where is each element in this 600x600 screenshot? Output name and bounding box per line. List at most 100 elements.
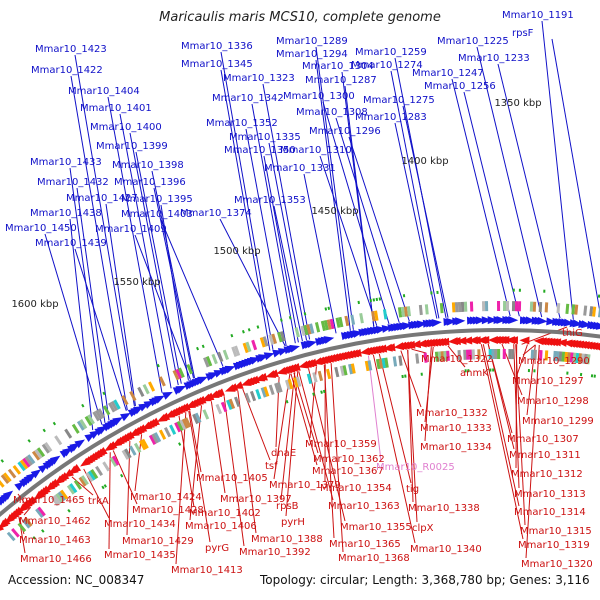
forward-feature-block <box>54 435 63 446</box>
forward-feature-block <box>24 456 33 466</box>
forward-feature-block <box>314 322 321 333</box>
forward-gene-label: Mmar10_1423 <box>35 44 107 55</box>
reverse-leader-line <box>189 405 203 521</box>
reverse-leader-line <box>330 363 344 553</box>
outer-marker <box>230 333 234 338</box>
forward-leader-line <box>134 234 191 380</box>
tick-label: 1450 kbp <box>311 206 358 217</box>
reverse-feature-block <box>21 518 31 529</box>
forward-gene-arrow <box>475 316 486 325</box>
reverse-gene-arrow <box>290 363 301 371</box>
forward-feature-block <box>41 443 50 454</box>
reverse-feature-block <box>148 434 157 445</box>
forward-gene-label: Mmar10_1342 <box>212 93 284 104</box>
reverse-feature-block <box>437 351 442 362</box>
forward-feature-block <box>397 307 403 318</box>
forward-leader-line <box>497 63 561 319</box>
reverse-feature-block <box>446 350 450 361</box>
forward-feature-block <box>64 428 73 439</box>
reverse-gene-label: Mmar10_1307 <box>507 434 579 445</box>
outer-marker <box>27 439 31 443</box>
forward-gene-arrow <box>154 395 165 404</box>
reverse-gene-arrow <box>405 340 416 349</box>
reverse-gene-label: Mmar10_1334 <box>420 442 492 453</box>
reverse-leader-line <box>290 373 318 466</box>
reverse-feature-block <box>276 382 283 393</box>
reverse-feature-block <box>260 387 267 398</box>
reverse-feature-block <box>153 432 162 443</box>
reverse-leader-line <box>487 343 515 450</box>
inner-marker <box>404 374 407 378</box>
forward-feature-block <box>205 356 213 367</box>
forward-feature-block <box>597 307 600 318</box>
outer-marker <box>375 297 379 302</box>
forward-leader-line <box>541 20 574 320</box>
outer-marker <box>303 312 307 316</box>
forward-gene-label: Mmar10_1352 <box>206 118 278 129</box>
reverse-feature-block <box>176 420 184 432</box>
forward-leader-line <box>394 122 438 319</box>
outer-marker <box>201 344 205 349</box>
reverse-feature-block <box>53 494 62 505</box>
inner-marker <box>101 485 105 490</box>
forward-gene-label: Mmar10_1438 <box>30 208 102 219</box>
forward-feature-block <box>102 405 111 416</box>
forward-leader-line <box>69 167 106 423</box>
reverse-gene-label: Mmar10_1314 <box>514 507 586 518</box>
forward-feature-block <box>514 301 519 312</box>
forward-feature-block <box>259 337 266 348</box>
reverse-feature-block <box>364 360 370 372</box>
forward-gene-label: Mmar10_1323 <box>223 73 295 84</box>
forward-feature-block <box>454 302 459 313</box>
forward-feature-block <box>27 454 36 465</box>
forward-gene-label: Mmar10_1225 <box>437 36 509 47</box>
reverse-gene-label: Mmar10_1297 <box>512 376 584 387</box>
reverse-gene-arrow <box>470 336 481 345</box>
reverse-gene-label: Mmar10_1299 <box>522 416 594 427</box>
forward-feature-block <box>323 320 329 331</box>
reverse-gene-arrow <box>507 336 519 345</box>
forward-gene-label: Mmar10_1274 <box>351 60 423 71</box>
genome-ring <box>0 288 600 542</box>
reverse-feature-block <box>228 398 236 410</box>
reverse-gene-label: Mmar10_1434 <box>104 519 176 530</box>
accession-text: Accession: NC_008347 <box>8 573 145 587</box>
outer-marker <box>102 391 106 396</box>
reverse-gene-label: pyrH <box>281 517 305 528</box>
reverse-gene-arrow <box>70 464 82 473</box>
forward-gene-label: Mmar10_1374 <box>180 208 252 219</box>
outer-marker <box>196 346 200 351</box>
forward-leader-line <box>220 69 271 351</box>
reverse-gene-label: rpsB <box>276 501 299 512</box>
forward-gene-label: Mmar10_1287 <box>305 75 377 86</box>
label-leader-lines <box>17 20 600 565</box>
forward-gene-label: Mmar10_1427 <box>66 193 138 204</box>
reverse-feature-block <box>511 349 515 360</box>
reverse-feature-block <box>111 455 120 466</box>
reverse-gene-arrow <box>593 343 600 352</box>
reverse-feature-block <box>69 483 78 494</box>
forward-feature-block <box>511 301 516 312</box>
reverse-feature-block <box>244 392 251 404</box>
forward-feature-block <box>583 305 588 316</box>
forward-leader-line <box>160 204 189 381</box>
forward-leader-line <box>70 75 128 411</box>
forward-leader-line <box>348 136 410 322</box>
forward-feature-block <box>137 386 145 398</box>
forward-feature-block <box>234 345 241 356</box>
reverse-feature-block <box>151 433 159 444</box>
forward-feature-block <box>484 301 489 312</box>
forward-feature-block <box>268 334 275 345</box>
inner-marker <box>492 368 495 372</box>
reverse-gene-label: Mmar10_1313 <box>514 489 586 500</box>
reverse-gene-label: Mmar10_1424 <box>130 492 202 503</box>
forward-leader-line <box>551 38 600 316</box>
reverse-feature-block <box>255 389 262 400</box>
forward-gene-arrow <box>525 316 536 325</box>
forward-gene-label: Mmar10_1432 <box>37 177 109 188</box>
reverse-feature-block <box>468 349 473 360</box>
reverse-feature-block <box>194 412 202 423</box>
reverse-feature-block <box>37 506 46 517</box>
forward-leader-line <box>451 78 511 317</box>
